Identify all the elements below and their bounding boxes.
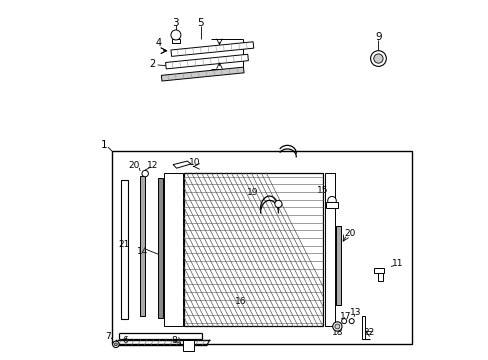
Bar (121, 180, 127, 319)
Circle shape (370, 51, 386, 66)
Circle shape (327, 197, 336, 205)
Text: 2: 2 (149, 59, 155, 69)
Polygon shape (173, 161, 190, 168)
Text: 13: 13 (349, 309, 361, 318)
Bar (112, 152, 411, 344)
Text: 8: 8 (170, 336, 176, 345)
Text: 16: 16 (235, 297, 246, 306)
Text: 20: 20 (344, 229, 355, 238)
Text: 5: 5 (197, 18, 204, 28)
Circle shape (341, 319, 346, 324)
Text: 4: 4 (155, 38, 162, 48)
Text: 19: 19 (247, 188, 258, 197)
Bar (373, 268, 384, 273)
Circle shape (142, 170, 148, 177)
Circle shape (348, 319, 353, 324)
Bar (163, 173, 183, 327)
Text: 20: 20 (128, 161, 139, 170)
Circle shape (332, 322, 341, 331)
Bar (362, 316, 364, 339)
Text: 1: 1 (101, 140, 107, 150)
Text: 14: 14 (137, 247, 148, 256)
Bar (183, 340, 193, 351)
Text: 6: 6 (122, 336, 127, 345)
Bar (324, 173, 335, 327)
Bar (336, 226, 340, 305)
Text: 12: 12 (147, 161, 159, 170)
Bar (171, 39, 180, 43)
Text: 10: 10 (188, 158, 200, 167)
Bar (157, 178, 163, 318)
Polygon shape (171, 42, 253, 57)
Text: 9: 9 (374, 32, 381, 42)
Bar (378, 273, 382, 281)
Circle shape (373, 54, 382, 63)
Circle shape (334, 324, 339, 329)
Text: 3: 3 (172, 18, 179, 28)
Circle shape (171, 30, 181, 40)
Text: 15: 15 (317, 186, 328, 195)
Circle shape (114, 343, 117, 346)
Text: 22: 22 (363, 328, 374, 337)
Bar (325, 202, 338, 208)
Circle shape (274, 201, 282, 207)
Text: 17: 17 (340, 312, 351, 321)
Text: 18: 18 (332, 328, 343, 337)
Text: 7: 7 (105, 332, 111, 341)
Text: 11: 11 (391, 260, 402, 269)
Circle shape (112, 341, 119, 347)
Polygon shape (161, 67, 244, 81)
Bar (183, 173, 323, 327)
Text: 21: 21 (118, 240, 129, 249)
Polygon shape (165, 54, 248, 69)
Bar (140, 176, 144, 316)
